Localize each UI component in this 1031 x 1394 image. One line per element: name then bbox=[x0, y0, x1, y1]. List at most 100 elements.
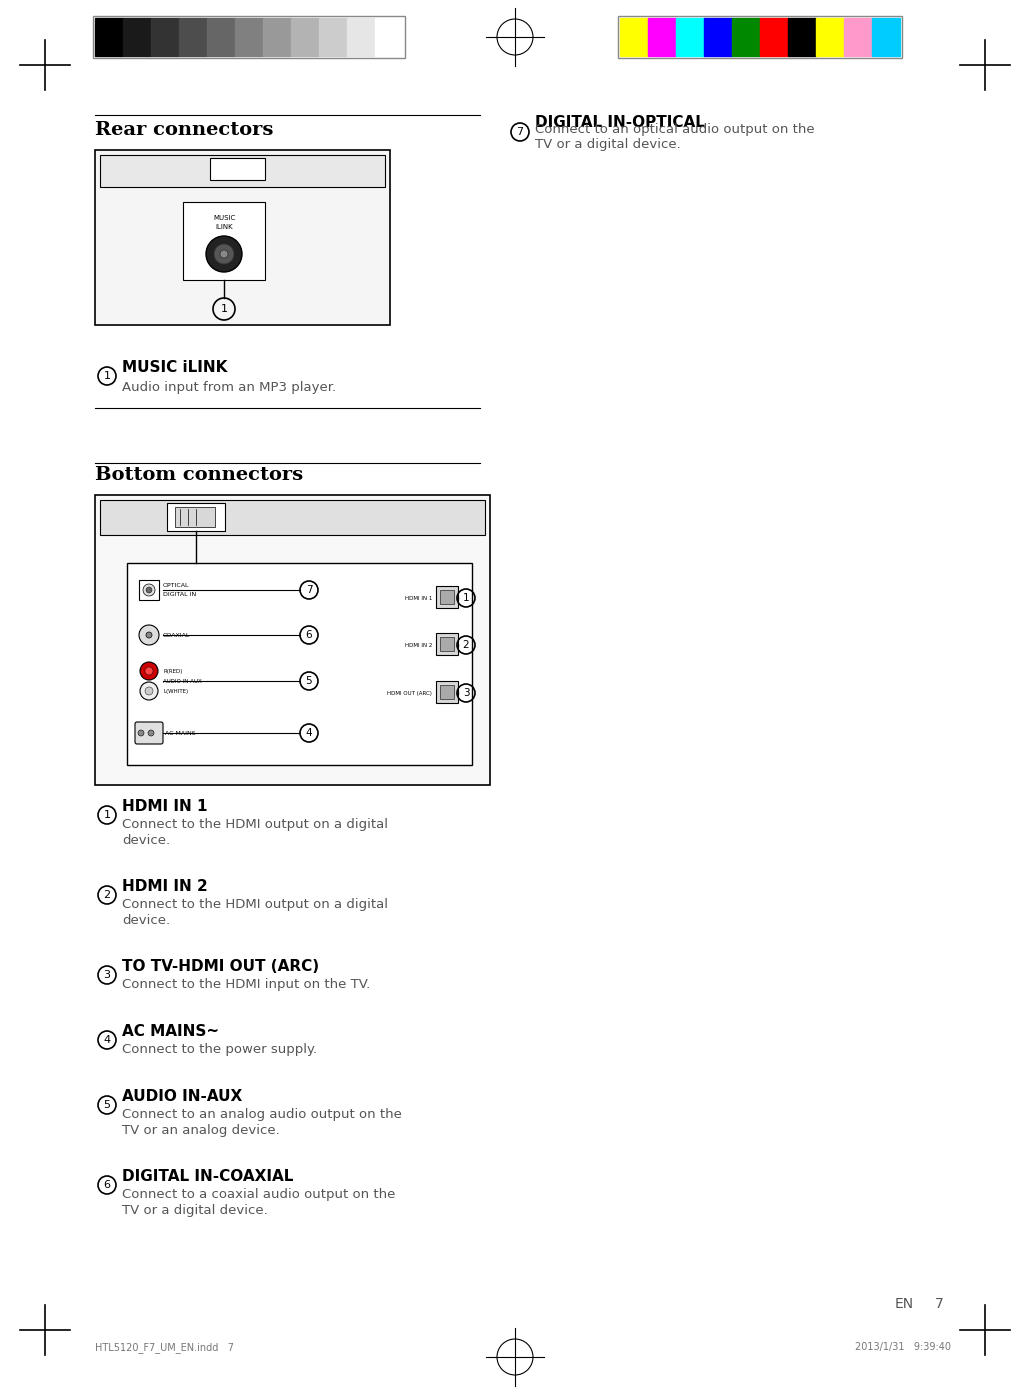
Text: EN: EN bbox=[895, 1296, 914, 1310]
Text: 2: 2 bbox=[103, 889, 110, 901]
Text: 6: 6 bbox=[103, 1179, 110, 1190]
Bar bbox=[179, 18, 207, 56]
Text: Connect to an analog audio output on the: Connect to an analog audio output on the bbox=[122, 1108, 402, 1121]
Circle shape bbox=[145, 687, 153, 696]
Text: 4: 4 bbox=[103, 1034, 110, 1046]
Bar bbox=[291, 18, 319, 56]
Text: MUSIC: MUSIC bbox=[212, 215, 235, 222]
Text: 3: 3 bbox=[103, 970, 110, 980]
Bar bbox=[872, 18, 900, 56]
Bar bbox=[440, 684, 454, 698]
Text: MUSIC iLINK: MUSIC iLINK bbox=[122, 360, 228, 375]
Text: HDMI OUT (ARC): HDMI OUT (ARC) bbox=[387, 690, 432, 696]
Text: AUDIO IN-AUX: AUDIO IN-AUX bbox=[122, 1089, 242, 1104]
Text: 1: 1 bbox=[221, 304, 228, 314]
Text: 6: 6 bbox=[305, 630, 312, 640]
Bar bbox=[93, 15, 405, 59]
Text: 1: 1 bbox=[103, 371, 110, 381]
Bar bbox=[95, 495, 490, 785]
Circle shape bbox=[138, 730, 144, 736]
FancyBboxPatch shape bbox=[135, 722, 163, 744]
Text: 7: 7 bbox=[305, 585, 312, 595]
Text: Connect to the HDMI output on a digital: Connect to the HDMI output on a digital bbox=[122, 898, 388, 912]
Text: L(WHITE): L(WHITE) bbox=[163, 689, 188, 693]
Text: AUDIO IN-AUX: AUDIO IN-AUX bbox=[163, 679, 202, 683]
Text: 7: 7 bbox=[935, 1296, 943, 1310]
Bar bbox=[816, 18, 844, 56]
Text: TO TV-HDMI OUT (ARC): TO TV-HDMI OUT (ARC) bbox=[122, 959, 320, 974]
Text: iLINK: iLINK bbox=[215, 224, 233, 230]
Text: 2013/1/31   9:39:40: 2013/1/31 9:39:40 bbox=[855, 1342, 951, 1352]
Bar bbox=[167, 503, 225, 531]
Circle shape bbox=[206, 236, 242, 272]
Bar bbox=[210, 158, 265, 180]
Text: TV or a digital device.: TV or a digital device. bbox=[122, 1204, 268, 1217]
Bar bbox=[95, 151, 390, 325]
Bar bbox=[676, 18, 704, 56]
Text: R(RED): R(RED) bbox=[163, 669, 182, 673]
Text: 3: 3 bbox=[463, 689, 469, 698]
Bar bbox=[175, 507, 215, 527]
Text: HDMI IN 2: HDMI IN 2 bbox=[122, 880, 208, 894]
Circle shape bbox=[143, 584, 155, 597]
Text: AC MAINS ~: AC MAINS ~ bbox=[165, 730, 203, 736]
Text: DIGITAL IN: DIGITAL IN bbox=[163, 591, 196, 597]
Bar bbox=[151, 18, 179, 56]
Circle shape bbox=[220, 250, 228, 258]
Bar bbox=[100, 155, 385, 187]
Text: Bottom connectors: Bottom connectors bbox=[95, 466, 303, 484]
Bar bbox=[788, 18, 816, 56]
Text: Rear connectors: Rear connectors bbox=[95, 121, 273, 139]
Text: HDMI IN 1: HDMI IN 1 bbox=[122, 799, 207, 814]
Circle shape bbox=[145, 666, 153, 675]
Text: DIGITAL IN-OPTICAL: DIGITAL IN-OPTICAL bbox=[535, 114, 705, 130]
Circle shape bbox=[146, 631, 152, 638]
Text: 5: 5 bbox=[103, 1100, 110, 1110]
Circle shape bbox=[148, 730, 154, 736]
Text: device.: device. bbox=[122, 914, 170, 927]
Bar bbox=[235, 18, 263, 56]
Text: 5: 5 bbox=[305, 676, 312, 686]
Text: Audio input from an MP3 player.: Audio input from an MP3 player. bbox=[122, 381, 336, 395]
Circle shape bbox=[139, 625, 159, 645]
Text: AC MAINS~: AC MAINS~ bbox=[122, 1025, 220, 1039]
Bar bbox=[620, 18, 648, 56]
Bar bbox=[618, 15, 902, 59]
Bar bbox=[436, 633, 458, 655]
Bar bbox=[139, 580, 159, 599]
Bar bbox=[704, 18, 732, 56]
Bar bbox=[263, 18, 291, 56]
Bar bbox=[436, 585, 458, 608]
Text: device.: device. bbox=[122, 834, 170, 848]
Text: COAXIAL: COAXIAL bbox=[163, 633, 191, 637]
Bar bbox=[732, 18, 760, 56]
Circle shape bbox=[140, 662, 158, 680]
Bar bbox=[760, 18, 788, 56]
Bar bbox=[95, 18, 123, 56]
Circle shape bbox=[214, 244, 234, 263]
Bar bbox=[440, 637, 454, 651]
Text: 4: 4 bbox=[305, 728, 312, 737]
Bar bbox=[182, 202, 265, 280]
Text: 1: 1 bbox=[103, 810, 110, 820]
Text: Connect to the HDMI input on the TV.: Connect to the HDMI input on the TV. bbox=[122, 979, 370, 991]
Text: DIGITAL IN-COAXIAL: DIGITAL IN-COAXIAL bbox=[122, 1170, 294, 1184]
Bar bbox=[844, 18, 872, 56]
Text: 1: 1 bbox=[463, 592, 469, 604]
Bar bbox=[648, 18, 676, 56]
Bar bbox=[440, 590, 454, 604]
Text: Connect to the HDMI output on a digital: Connect to the HDMI output on a digital bbox=[122, 818, 388, 831]
Bar bbox=[207, 18, 235, 56]
Bar bbox=[375, 18, 403, 56]
Bar bbox=[123, 18, 151, 56]
Text: Connect to a coaxial audio output on the: Connect to a coaxial audio output on the bbox=[122, 1188, 395, 1202]
Text: 7: 7 bbox=[517, 127, 524, 137]
Text: OPTICAL: OPTICAL bbox=[163, 583, 190, 587]
Bar bbox=[319, 18, 347, 56]
Bar bbox=[127, 563, 472, 765]
Text: 2: 2 bbox=[463, 640, 469, 650]
Text: HDMI IN 2: HDMI IN 2 bbox=[404, 643, 432, 647]
Bar bbox=[436, 682, 458, 703]
Circle shape bbox=[146, 587, 152, 592]
Circle shape bbox=[140, 682, 158, 700]
